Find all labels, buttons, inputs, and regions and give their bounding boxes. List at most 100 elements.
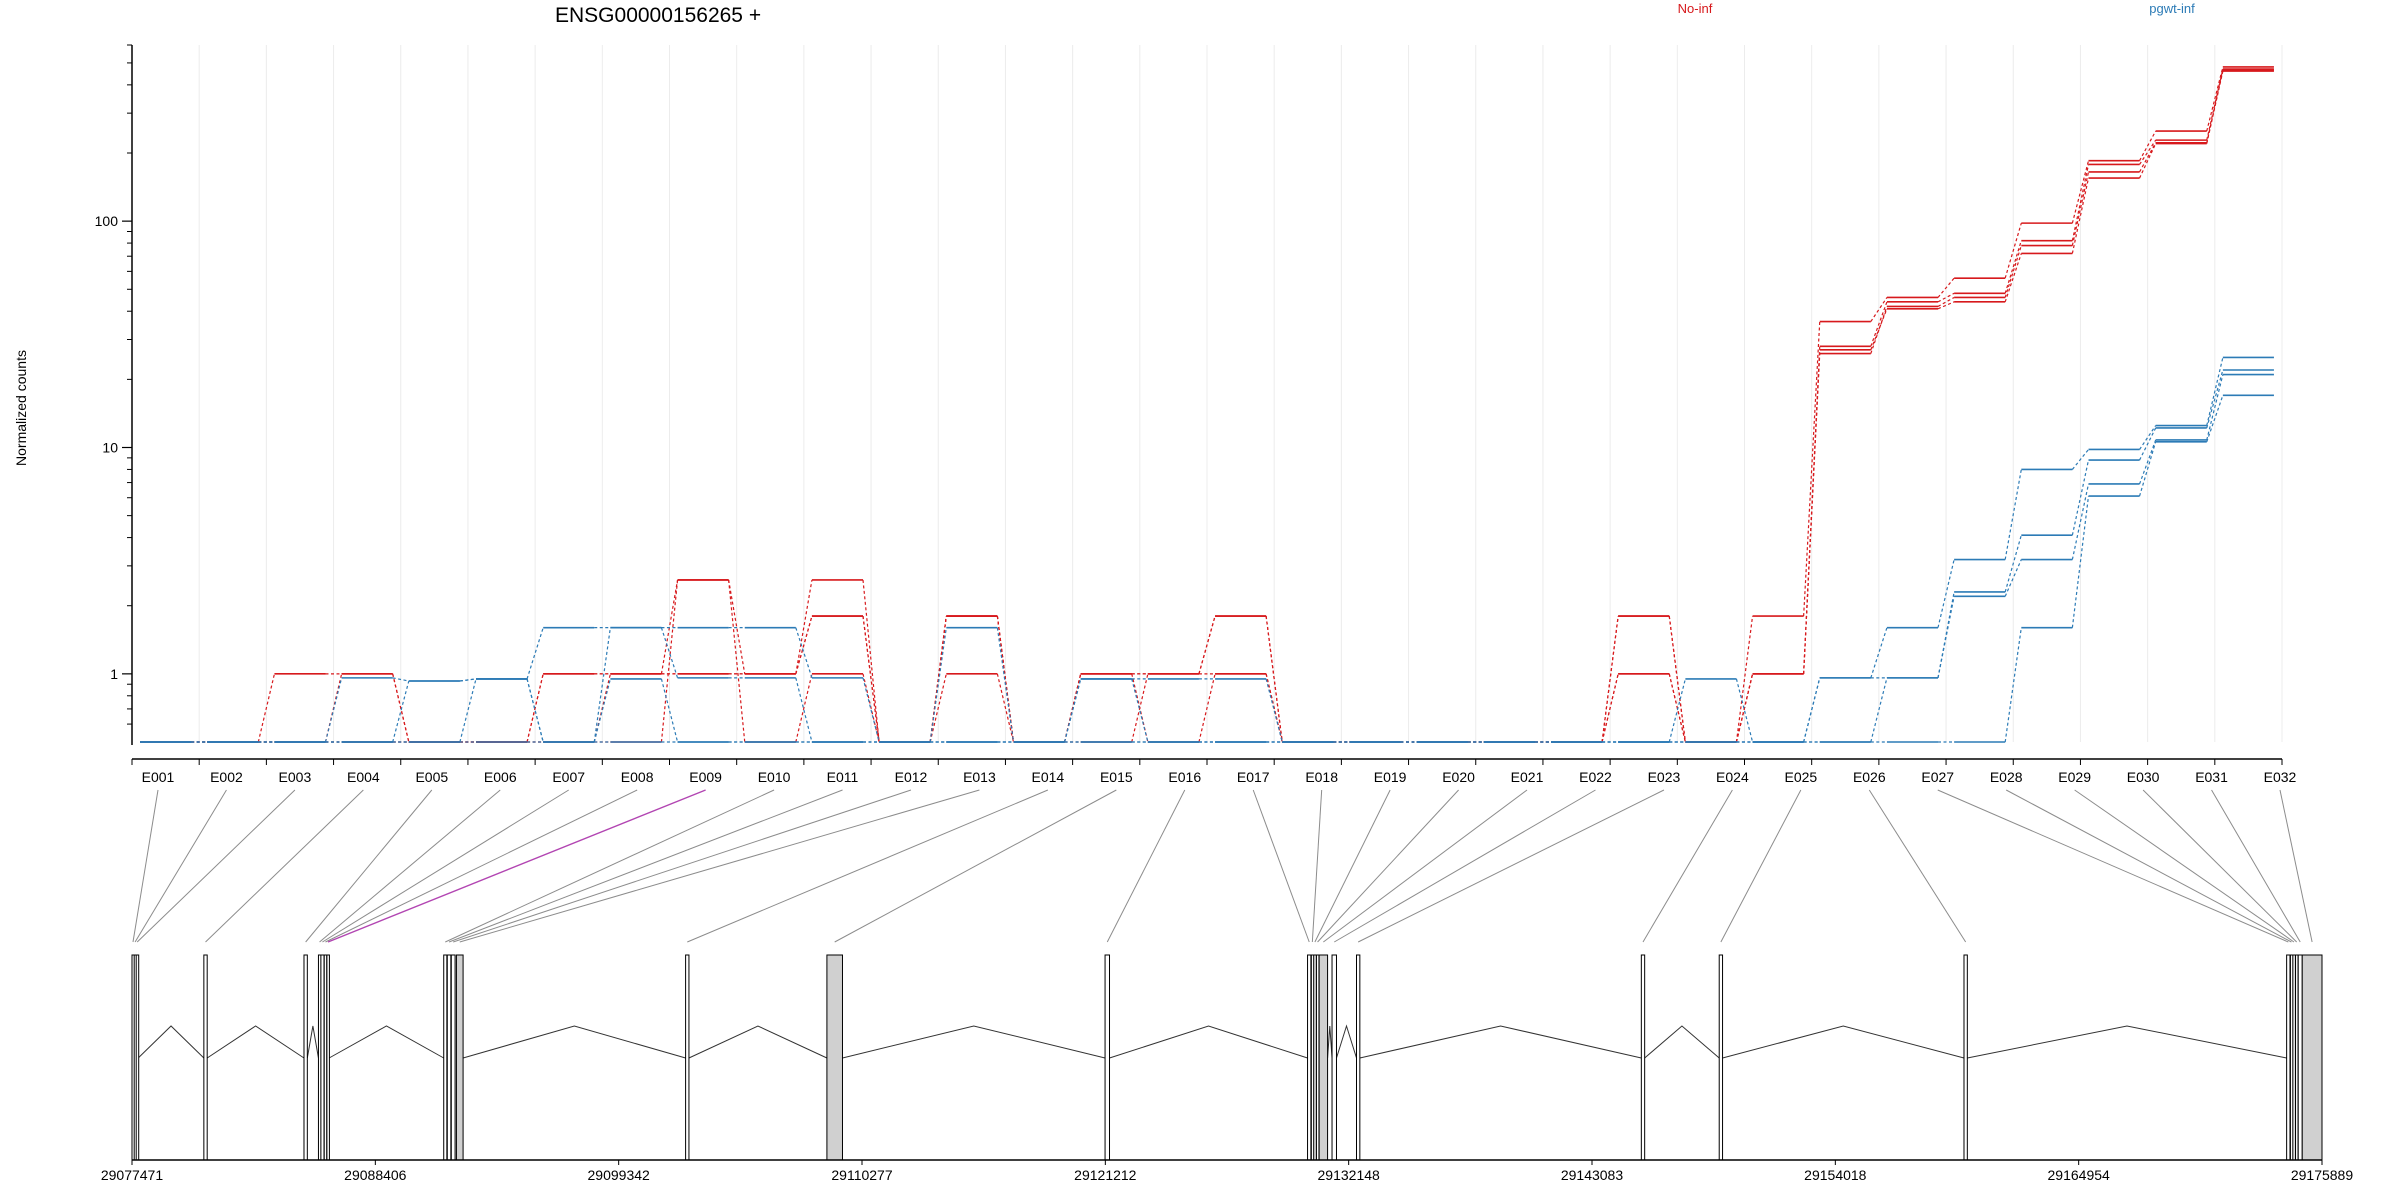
x-tick-label: E031 [2195,769,2228,785]
exon-connector-line [305,789,433,943]
intron-line [1327,1025,1333,1059]
series-connector [2206,66,2224,132]
x-tick-label: E028 [1990,769,2023,785]
exon-block [443,954,448,1161]
series-connector [2071,496,2090,628]
exon-connector-line [2005,789,2292,943]
exon-connector-line [459,789,980,943]
chart-title: ENSG00000156265 + [555,4,761,27]
x-tick-label: E021 [1511,769,1544,785]
exon-connector-line [2142,789,2298,943]
series-connector [929,673,947,743]
series-connector [1870,677,1888,743]
series-connector [2139,142,2157,173]
series-connector [392,673,410,743]
x-tick-label: E025 [1784,769,1817,785]
exon-connector-line [1357,789,1665,943]
x-tick-label: E007 [552,769,585,785]
exon-connector-line [1106,789,1186,943]
series-connector [2004,245,2022,298]
x-tick-label: E015 [1100,769,1133,785]
x-tick-label: E011 [827,769,859,785]
exon-block [2295,954,2299,1161]
legend-item-no-inf: No-inf [1678,1,1713,16]
series-connector [392,677,409,682]
series-connector [1870,297,1888,322]
x-tick-label: E020 [1442,769,1475,785]
exon-connector-line [2074,789,2295,943]
series-connector [526,627,544,680]
exon-connector-line [1317,789,1459,943]
exon-connector-line [687,789,1049,943]
series-connector [2206,369,2224,429]
x-tick-label: E006 [484,769,517,785]
legend-item-pgwt-inf: pgwt-inf [2149,1,2195,16]
x-tick-label: E026 [1853,769,1886,785]
exon-connector-line [1314,789,1391,943]
exon-block [1718,954,1724,1161]
series-connector [1870,306,1888,354]
series-connector [2138,441,2157,497]
exon-connector-line [1868,789,1967,943]
exon-connector-line [325,789,638,943]
intron-line [137,1025,205,1059]
series-connector [2206,374,2224,441]
coord-tick-label: 29121212 [1074,1167,1137,1183]
coord-tick-label: 29099342 [588,1167,651,1183]
x-tick-label: E027 [1921,769,1954,785]
x-tick-label: E012 [895,769,928,785]
x-tick-label: E010 [758,769,791,785]
series-connector [2004,222,2022,279]
exon-connector-line [1720,789,1802,943]
series-connector [795,677,813,743]
series-connector [1937,596,1955,678]
coord-tick-label: 29132148 [1318,1167,1381,1183]
series-connector [1668,673,1686,743]
exon-connector-line [1642,789,1733,943]
series-connector [2206,70,2224,144]
exon-connector-line [134,789,227,943]
y-tick-label: 1 [110,666,118,682]
series-connector [1735,673,1754,743]
series-connector [2206,395,2224,442]
series-connector [2071,449,2089,470]
exon-block [455,954,464,1161]
series-connector [2071,171,2090,246]
series-connector [1735,615,1754,743]
vertical-gridlines [131,45,2283,742]
exon-connector-line [1334,789,1596,943]
exon-block [2286,954,2291,1161]
exon-connector-line [319,789,501,943]
coord-tick-label: 29110277 [831,1167,892,1183]
series-line [140,394,2274,743]
exon-block [826,954,843,1161]
exon-connector-line [322,789,569,943]
exon-block [1963,954,1968,1161]
series-connector [1937,277,1955,298]
series-lines [140,66,2274,743]
exon-block [1313,954,1317,1161]
y-tick-label: 10 [102,440,118,456]
exon-block [326,954,330,1161]
y-tick-label: 100 [95,213,119,229]
x-tick-label: E004 [347,769,380,785]
series-connector [996,673,1015,743]
series-connector [2206,357,2224,426]
series-connector [728,579,746,674]
exon-block [1356,954,1361,1161]
series-connector [2138,439,2157,485]
series-connector [2071,483,2090,560]
exon-connector-line [834,789,1117,943]
series-connector [1198,673,1216,743]
coord-tick-label: 29164954 [2048,1167,2111,1183]
exon-block [1307,954,1312,1161]
series-connector [996,627,1015,743]
coord-tick-label: 29143083 [1561,1167,1624,1183]
exon-block [323,954,328,1161]
exon-connector-line [2211,789,2301,943]
series-connector [2139,425,2157,450]
series-connector [660,579,679,674]
x-tick-label: E019 [1374,769,1407,785]
exon-block [1318,954,1329,1161]
exon-connector-line [1311,789,1323,943]
